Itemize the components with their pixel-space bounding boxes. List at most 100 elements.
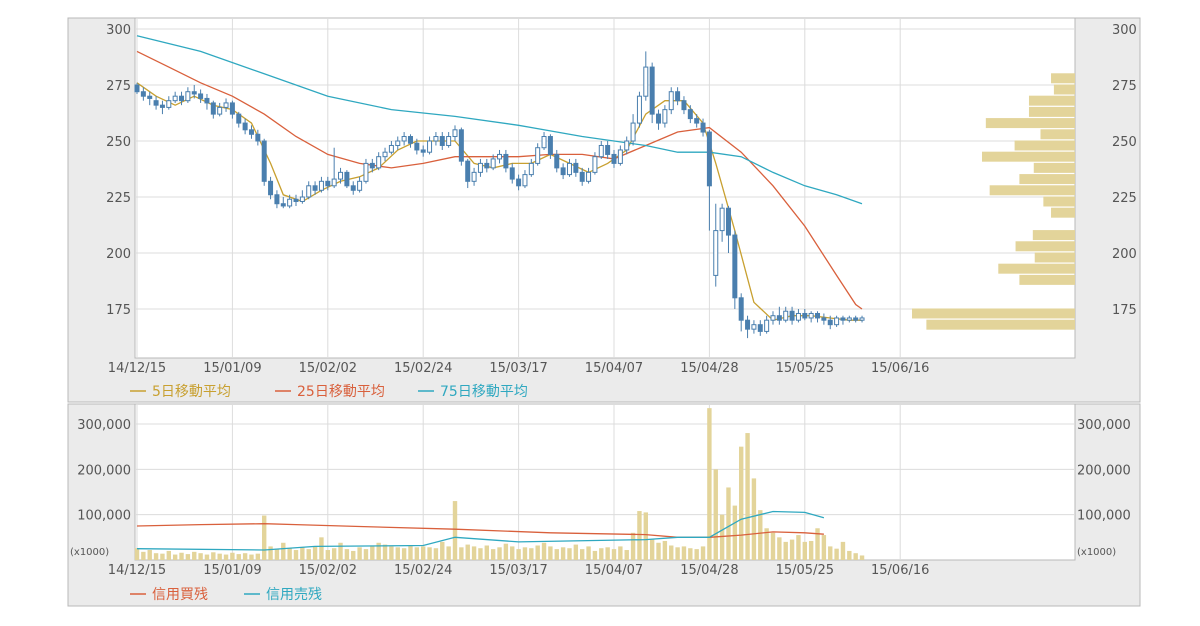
candle-body-up [497,153,503,160]
volume-profile-bar [1053,84,1075,95]
volume-bar [516,549,521,560]
price-x-tick: 15/03/17 [489,361,547,376]
volume-bar [363,549,369,560]
volume-bar [770,532,776,560]
volume-bar [796,535,801,560]
candle-body-down [153,100,159,106]
candle-body-up [846,317,852,321]
price-x-tick: 15/02/02 [299,361,357,376]
candle-body-up [713,230,719,276]
candle-body-down [649,66,655,115]
candle-body-up [217,106,223,115]
volume-bar [618,546,623,560]
volume-bar [427,547,432,560]
candle-body-down [516,178,522,187]
candle-body-down [732,234,738,299]
volume-bar [859,555,865,560]
candle-body-down [776,315,782,321]
volume-profile-bar [1051,207,1075,218]
volume-bar [624,550,629,560]
candle-body-up [566,162,572,176]
price-y-tick-right: 225 [1112,191,1137,206]
candle-body-down [789,310,795,321]
volume-profile-bar [1014,140,1075,151]
price-x-tick: 15/06/16 [871,361,929,376]
candle-body-up [592,156,598,173]
volume-bar [490,549,496,560]
volume-x-tick: 15/05/25 [776,563,834,578]
volume-bar [141,551,146,560]
volume-bar [331,548,337,560]
candle-body-down [827,319,833,326]
volume-profile-bar [1028,106,1075,117]
volume-x-tick: 15/04/07 [585,563,643,578]
volume-profile-bar [1033,162,1075,173]
candle-body-up [172,95,178,102]
candle-body-down [293,198,299,202]
volume-profile-bar [912,308,1075,319]
candle-body-up [477,162,483,173]
volume-bar [382,544,388,560]
volume-bar [166,550,171,560]
candle-body-down [274,194,280,205]
volume-bar [821,535,827,560]
candle-body-down [147,95,153,99]
candle-body-down [191,91,197,95]
volume-bar [605,547,610,560]
volume-bar [732,505,738,560]
candle-body-down [840,317,846,321]
candle-body-up [528,162,534,176]
price-y-tick-left: 300 [106,23,131,38]
price-y-tick-right: 300 [1112,23,1137,38]
candle-body-up [395,140,401,146]
volume-x-tick: 15/03/17 [489,563,547,578]
volume-x-tick: 15/04/28 [680,563,738,578]
volume-bar [408,545,413,560]
candle-body-down [560,167,566,176]
price-y-tick-left: 250 [106,135,131,150]
volume-bar [751,478,757,560]
volume-bar [656,542,661,560]
volume-bar [370,545,375,560]
candle-body-down [134,84,140,93]
price-y-tick-right: 200 [1112,247,1137,262]
candle-body-down [369,162,375,169]
volume-bar [853,553,858,560]
volume-x-tick: 15/02/02 [299,563,357,578]
candle-body-up [363,162,369,182]
volume-y-tick-left: 100,000 [77,509,131,524]
candle-body-up [376,156,382,169]
volume-unit-left: (x1000) [70,547,109,558]
candle-body-down [687,109,693,120]
candle-body-up [719,207,725,232]
volume-bar [789,539,795,560]
volume-bar [541,542,547,560]
candle-body-up [770,315,776,321]
candle-body-up [287,198,293,207]
volume-bar [459,547,464,560]
volume-bar [586,546,591,560]
volume-bar [707,408,712,560]
candle-body-down [159,104,165,108]
volume-bar [681,546,687,560]
price-x-tick: 15/04/07 [585,361,643,376]
candle-body-down [414,142,420,151]
candle-body-up [586,171,592,182]
candle-body-down [757,324,763,332]
volume-bar [300,547,305,560]
candle-body-down [350,185,356,191]
candle-body-down [605,144,611,155]
volume-bar [688,548,693,560]
volume-bar [312,546,318,560]
volume-bar [433,548,439,560]
candle-body-down [509,167,515,180]
volume-bar [783,541,788,560]
candle-body-up [452,129,458,138]
candle-body-down [268,180,274,196]
price-y-tick-left: 275 [106,79,131,94]
candle-body-up [306,185,312,198]
volume-bar [662,540,668,560]
candle-body-up [795,312,801,321]
candle-body-down [745,319,751,330]
volume-bar [401,548,407,560]
